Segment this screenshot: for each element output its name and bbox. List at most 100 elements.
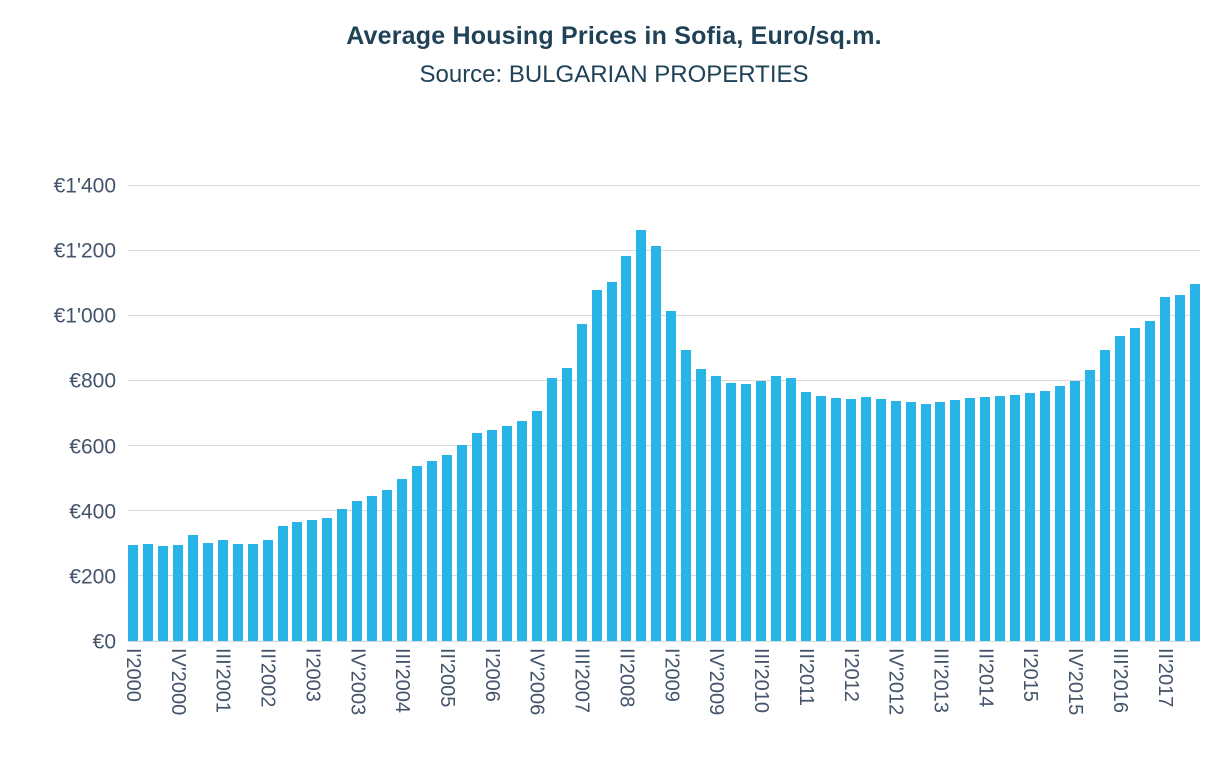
x-slot-iv-2006: IV'2006 [526, 646, 548, 771]
bar-iv-2012 [890, 400, 901, 641]
x-slot-i-2015: I'2015 [1019, 646, 1041, 771]
bar-iii-2012 [875, 398, 886, 641]
x-tick-label: I'2015 [1019, 648, 1042, 702]
bar-iii-2013 [935, 402, 946, 641]
x-slot-ii-2008: II'2008 [615, 646, 637, 771]
bar-iii-2005 [456, 445, 467, 641]
bar-ii-2007 [561, 368, 572, 641]
bar-iii-2015 [1055, 385, 1066, 641]
bar-iii-2009 [696, 368, 707, 641]
bar-i-2004 [367, 496, 378, 641]
bar-iii-2016 [1114, 335, 1125, 641]
bar-i-2008 [606, 281, 617, 641]
y-tick-label-800: €800 [69, 369, 116, 393]
x-slot-iv-2003: IV'2003 [346, 646, 368, 771]
x-slot-i-2006: I'2006 [481, 646, 503, 771]
chart-title: Average Housing Prices in Sofia, Euro/sq… [346, 22, 882, 50]
bar-ii-2015 [1040, 390, 1051, 641]
bars [128, 186, 1200, 641]
bar-i-2016 [1085, 369, 1095, 641]
bar-i-2006 [486, 429, 497, 641]
bar-i-2002 [247, 543, 258, 641]
bar-iii-2006 [516, 420, 527, 641]
bar-ii-2013 [920, 403, 931, 641]
gridline-400 [128, 510, 1200, 511]
x-slot-ii-2017: II'2017 [1154, 646, 1176, 771]
bar-ii-2008 [621, 255, 632, 641]
bar-iii-2000 [157, 546, 168, 641]
x-slot-i-2016 [1085, 646, 1095, 771]
x-tick-label: III'2007 [570, 648, 593, 713]
x-slot-iv-2000: IV'2000 [167, 646, 189, 771]
y-tick-label-400: €400 [69, 500, 116, 524]
plot-area [128, 185, 1200, 642]
bar-i-2003 [307, 520, 318, 641]
x-tick-label: IV'2003 [346, 648, 369, 716]
gridline-200 [128, 575, 1200, 576]
x-slot-i-2013 [906, 646, 916, 771]
x-slot-iv-2010 [771, 646, 781, 771]
bar-i-2013 [905, 402, 916, 641]
x-tick-label: III'2001 [211, 648, 234, 713]
x-slot-ii-2006 [502, 646, 512, 771]
gridline-1200 [128, 250, 1200, 251]
bar-ii-2014 [980, 396, 991, 641]
bar-i-2005 [427, 460, 438, 641]
x-slot-iv-2017 [1190, 646, 1200, 771]
bar-ii-2004 [382, 489, 393, 641]
bar-iv-2005 [471, 433, 482, 641]
x-slot-ii-2009 [681, 646, 691, 771]
y-tick-label-1400: €1'400 [53, 174, 116, 198]
x-tick-label: II'2005 [436, 648, 459, 708]
gridline-600 [128, 445, 1200, 446]
x-slot-i-2010 [726, 646, 736, 771]
x-tick-label: II'2014 [974, 648, 997, 708]
bar-iii-2008 [636, 229, 647, 641]
x-tick-label: II'2017 [1153, 648, 1176, 708]
gridlines [128, 185, 1200, 641]
bar-iv-2006 [531, 410, 542, 641]
x-tick-label: IV'2012 [884, 648, 907, 716]
x-slot-i-2000: I'2000 [122, 646, 144, 771]
x-slot-ii-2005: II'2005 [436, 646, 458, 771]
x-slot-iv-2001 [233, 646, 243, 771]
bar-iii-2002 [277, 525, 288, 641]
x-slot-iii-2017 [1175, 646, 1185, 771]
x-slot-iii-2002 [278, 646, 288, 771]
y-tick-label-0: €0 [92, 630, 116, 654]
bar-iii-2011 [815, 395, 826, 641]
x-tick-label: III'2010 [750, 648, 773, 713]
x-tick-label: I'2000 [122, 648, 144, 702]
bar-iv-2010 [770, 376, 781, 641]
y-axis: €0 €200 €400 €600 €800 €1'000 €1'200 €1'400 [0, 176, 116, 653]
x-slot-iii-2014 [995, 646, 1005, 771]
x-tick-label: I'2003 [301, 648, 324, 702]
x-tick-label: II'2008 [615, 648, 638, 708]
x-tick-label: III'2004 [391, 648, 414, 713]
x-slot-ii-2012 [861, 646, 871, 771]
x-slot-iv-2015: IV'2015 [1064, 646, 1086, 771]
bar-iv-2009 [711, 376, 722, 641]
bar-iii-2004 [397, 478, 408, 641]
y-tick-label-200: €200 [69, 565, 116, 589]
bar-iv-2003 [352, 501, 363, 641]
x-tick-label: II'2002 [256, 648, 279, 708]
x-slot-iv-2012: IV'2012 [885, 646, 907, 771]
bar-iv-2015 [1070, 381, 1081, 641]
x-tick-label: IV'2006 [525, 648, 548, 716]
x-tick-label: II'2011 [794, 648, 817, 706]
x-slot-i-2001 [188, 646, 198, 771]
bar-i-2014 [965, 397, 976, 641]
x-slot-iv-2007 [592, 646, 602, 771]
x-slot-iv-2016 [1130, 646, 1140, 771]
x-tick-label: I'2006 [480, 648, 503, 702]
x-tick-label: IV'2000 [166, 648, 189, 716]
bar-iv-2014 [1010, 394, 1021, 641]
bar-iv-2001 [232, 544, 243, 641]
x-slot-iii-2007: III'2007 [571, 646, 593, 771]
bar-iii-2001 [217, 540, 228, 641]
bar-i-2001 [187, 535, 198, 641]
gridline-1000 [128, 315, 1200, 316]
bar-iv-2017 [1189, 284, 1200, 641]
